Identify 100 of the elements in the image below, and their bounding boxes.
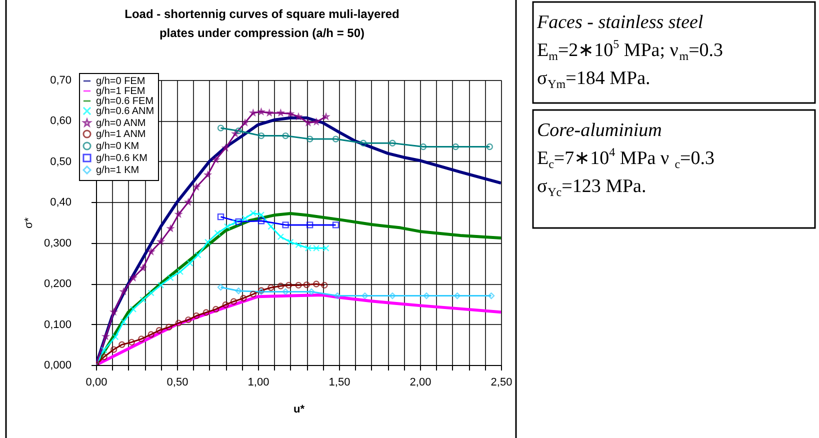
legend-label: g/h=0 KM [96, 141, 140, 152]
legend-label: g/h=0.6 FEM [96, 96, 154, 107]
point [258, 132, 265, 140]
point [420, 143, 427, 150]
point [322, 244, 330, 252]
point [303, 281, 310, 288]
point [212, 306, 220, 313]
point [112, 334, 119, 340]
point [185, 316, 192, 324]
point [250, 290, 256, 298]
point [277, 282, 284, 290]
point [242, 119, 248, 126]
point [235, 128, 242, 134]
point [488, 292, 495, 300]
point [312, 280, 320, 288]
y-tick-label: 0,100 [44, 318, 72, 331]
point [362, 292, 368, 300]
y-tick-label: 0,300 [44, 237, 72, 250]
point [287, 238, 294, 246]
point [175, 320, 182, 326]
point [120, 288, 127, 295]
text: Faces - stainless steel [536, 12, 704, 33]
legend-label: g/h=0.6 ANM [96, 106, 154, 117]
x-tick-label: 2,00 [410, 376, 432, 388]
point [232, 130, 239, 137]
point [222, 301, 229, 308]
point [282, 288, 289, 296]
point [268, 223, 274, 230]
text: Core-aluminium [537, 120, 662, 141]
point [224, 223, 231, 230]
legend-label: g/h=0 ANM [96, 118, 146, 129]
point [130, 306, 137, 313]
legend-label: g/h=1 KM [96, 165, 140, 176]
point [334, 292, 341, 300]
point [175, 211, 182, 218]
point [156, 327, 163, 334]
point [308, 288, 315, 296]
point [167, 274, 174, 282]
y-tick-label: 0,000 [44, 360, 72, 372]
point [282, 132, 289, 140]
point [148, 248, 154, 255]
point [389, 140, 396, 146]
point [332, 222, 340, 228]
point [148, 331, 154, 338]
legend-label: g/h=1 FEM [96, 86, 146, 97]
x-tick-label: 2,50 [490, 376, 512, 388]
point [118, 341, 126, 348]
point [128, 338, 135, 346]
point [194, 252, 202, 258]
point [176, 268, 184, 276]
x-tick-label: 1,50 [328, 376, 350, 388]
point [322, 113, 330, 120]
point [166, 324, 172, 330]
point [285, 282, 292, 289]
point [193, 184, 200, 190]
point [110, 346, 118, 353]
point [258, 108, 264, 115]
point [222, 144, 229, 151]
point [230, 298, 238, 305]
x-tick-label: 1,00 [248, 376, 270, 388]
point [250, 110, 256, 116]
point [242, 215, 248, 222]
point [214, 230, 221, 236]
x-tick-label: 0,00 [86, 376, 108, 388]
point [235, 288, 242, 294]
point [258, 218, 265, 224]
point [217, 284, 224, 291]
point [454, 292, 461, 300]
point [235, 218, 242, 226]
point [138, 336, 145, 342]
point [295, 113, 302, 120]
point [306, 136, 314, 142]
point [287, 110, 294, 117]
point [185, 198, 192, 205]
point [120, 318, 127, 326]
point [100, 346, 108, 354]
y-tick-label: 0,40 [50, 196, 72, 209]
chart-title: Load - shortennig curves of square muli-layered plates under compression (a/h = 50) [124, 7, 400, 40]
y-tick-label: 0,200 [44, 278, 72, 290]
y-axis-title: σ* [22, 216, 35, 229]
point [295, 282, 302, 289]
point [266, 110, 273, 116]
point [212, 156, 220, 163]
point [140, 296, 146, 304]
point [332, 136, 340, 142]
point [305, 119, 312, 126]
point [452, 143, 459, 150]
x-tick-label: 0,50 [166, 376, 188, 388]
point [295, 242, 302, 248]
point [140, 264, 146, 271]
y-tick-label: 0,50 [50, 156, 72, 168]
point [277, 233, 284, 240]
point [240, 294, 247, 302]
point [167, 225, 174, 232]
point [389, 292, 396, 300]
point [423, 292, 430, 300]
x-axis-title: u* [294, 404, 306, 416]
point [282, 222, 289, 228]
point [148, 290, 154, 296]
point [277, 110, 284, 116]
